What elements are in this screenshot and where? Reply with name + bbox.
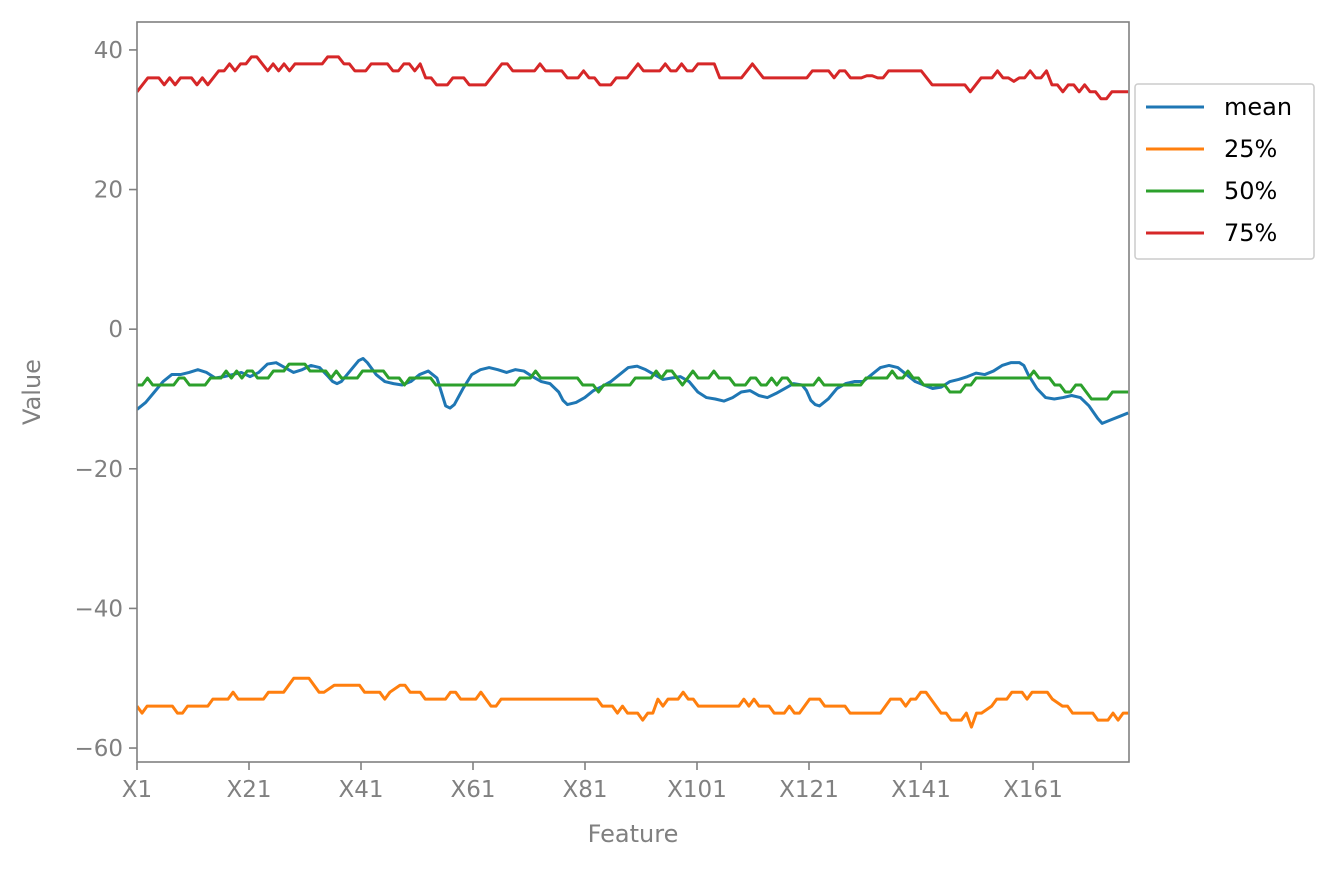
axis-ticks: −60 −40 −20 0 20 40 X1 X21 X41 X61 X81 X101 X121 X141… xyxy=(74,38,1062,803)
x-tick-label: X141 xyxy=(891,777,951,803)
x-tick-label: X101 xyxy=(667,777,727,803)
y-tick-label: 20 xyxy=(94,178,123,204)
plot-area-frame xyxy=(136,21,1130,763)
series-line-mean xyxy=(137,356,1129,425)
legend-label-mean: mean xyxy=(1224,93,1292,121)
x-tick-label: X61 xyxy=(450,777,495,803)
legend-label-75pct: 75% xyxy=(1224,219,1277,247)
x-tick-label: X161 xyxy=(1003,777,1063,803)
series-line-50pct xyxy=(137,362,1129,401)
x-axis-label: Feature xyxy=(588,820,679,848)
legend: mean 25% 50% 75% xyxy=(1134,83,1315,260)
series-lines xyxy=(137,55,1129,729)
series-line-25pct xyxy=(137,676,1129,729)
x-tick-label: X21 xyxy=(226,777,271,803)
y-tick-label: 0 xyxy=(108,317,123,343)
x-tick-label: X1 xyxy=(122,777,152,803)
x-tick-label: X81 xyxy=(562,777,607,803)
y-tick-label: −60 xyxy=(74,736,123,762)
x-tick-label: X121 xyxy=(779,777,839,803)
y-axis-label: Value xyxy=(18,359,46,425)
legend-items: mean 25% 50% 75% xyxy=(1146,93,1292,247)
legend-label-50pct: 50% xyxy=(1224,177,1277,205)
x-tick-label: X41 xyxy=(338,777,383,803)
y-tick-label: −40 xyxy=(74,596,123,622)
legend-box xyxy=(1134,83,1315,260)
series-line-75pct xyxy=(137,55,1129,101)
y-tick-label: −20 xyxy=(74,457,123,483)
y-tick-label: 40 xyxy=(94,38,123,64)
legend-label-25pct: 25% xyxy=(1224,135,1277,163)
